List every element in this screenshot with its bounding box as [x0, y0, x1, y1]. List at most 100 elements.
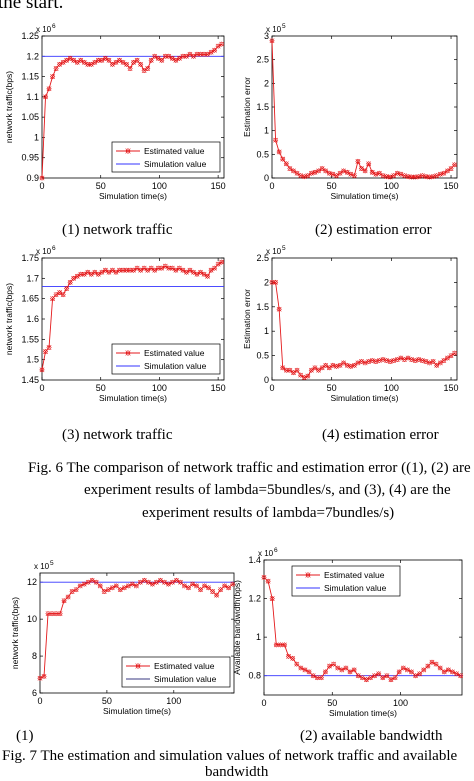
- data-point: [302, 667, 308, 673]
- y-tick-label: 0.95: [21, 153, 39, 163]
- data-point: [49, 610, 55, 617]
- x-tick-label: 50: [327, 181, 337, 191]
- data-point: [337, 170, 343, 176]
- data-point: [310, 673, 316, 679]
- x-tick-label: 100: [166, 696, 181, 706]
- data-point: [165, 581, 172, 587]
- data-point: [148, 57, 154, 63]
- data-point: [366, 161, 372, 167]
- data-point: [298, 665, 304, 671]
- y-tick-label: 1.4: [248, 555, 261, 565]
- data-point: [189, 581, 196, 587]
- data-point: [197, 51, 204, 57]
- data-point: [433, 661, 439, 667]
- y-tick-label: 1.5: [26, 355, 39, 365]
- fig6-caption-line-2: experiment results of lambda=5bundles/s,…: [84, 482, 451, 498]
- plot-frame: [271, 35, 458, 179]
- data-point: [64, 285, 70, 292]
- data-point: [205, 585, 212, 591]
- data-point: [272, 279, 279, 286]
- data-point: [412, 673, 419, 679]
- x-axis-label: Simulation time(s): [103, 706, 171, 716]
- data-point: [408, 669, 415, 675]
- data-point: [449, 669, 456, 675]
- fig6-caption-line-3: experiment results of lambda=7bundles/s): [142, 505, 395, 521]
- subcaption-2: (2) estimation error: [315, 222, 432, 238]
- data-point: [149, 581, 156, 587]
- data-point: [280, 365, 286, 371]
- data-point: [359, 675, 365, 681]
- data-point: [217, 586, 224, 593]
- data-point: [49, 73, 56, 80]
- x-tick-label: 100: [384, 181, 399, 191]
- data-point: [41, 673, 47, 680]
- data-point: [39, 367, 45, 373]
- data-point: [283, 367, 289, 373]
- data-point: [123, 267, 130, 273]
- data-point: [85, 61, 91, 68]
- fig7-caption-line-1: Fig. 7 The estimation and simulation val…: [2, 748, 458, 764]
- y-tick-label: 0.9: [26, 173, 39, 183]
- data-point: [326, 663, 333, 669]
- data-point: [57, 610, 63, 617]
- data-point: [67, 279, 73, 286]
- x-tick-label: 50: [327, 383, 337, 393]
- data-point: [376, 170, 383, 176]
- y-tick-label: 0: [264, 375, 269, 385]
- data-point: [367, 675, 374, 681]
- data-point: [391, 173, 397, 179]
- data-point: [273, 642, 279, 648]
- data-point: [280, 156, 286, 162]
- data-point: [201, 583, 208, 589]
- data-point: [294, 367, 300, 373]
- y-axis-label: Estimation error: [242, 289, 252, 349]
- data-point: [351, 173, 357, 179]
- data-point: [421, 667, 427, 673]
- data-point: [137, 579, 143, 585]
- data-point: [265, 578, 271, 584]
- data-point: [134, 57, 140, 63]
- y-tick-label: 1: [34, 132, 39, 142]
- data-point: [315, 168, 322, 174]
- x-tick-label: 100: [152, 181, 167, 191]
- y-tick-label: 1.45: [21, 375, 39, 385]
- data-point: [396, 669, 402, 675]
- subcaption-1: (1) network traffic: [62, 222, 173, 238]
- data-point: [272, 137, 279, 143]
- x-tick-label: 0: [269, 181, 274, 191]
- data-point: [380, 173, 386, 179]
- axis-exponent: x 10: [36, 247, 52, 256]
- data-point: [42, 348, 49, 355]
- x-tick-label: 150: [211, 181, 226, 191]
- data-point: [105, 586, 111, 593]
- data-point: [97, 583, 103, 589]
- y-tick-label: 1.5: [256, 302, 269, 312]
- data-point: [157, 577, 164, 584]
- x-tick-label: 0: [39, 383, 44, 393]
- data-point: [441, 669, 447, 675]
- legend-simulation-label: Simulation value: [144, 159, 207, 169]
- data-point: [314, 675, 320, 681]
- data-point: [287, 165, 293, 172]
- data-point: [290, 168, 297, 174]
- data-point: [201, 51, 207, 57]
- y-tick-label: 3: [264, 31, 269, 41]
- x-axis-label: Simulation time(s): [99, 393, 167, 403]
- y-tick-label: 1.1: [26, 92, 39, 102]
- x-tick-label: 50: [327, 698, 337, 708]
- axis-exponent-power: 6: [52, 245, 56, 252]
- data-point: [355, 158, 361, 165]
- y-tick-label: 1: [264, 126, 269, 136]
- data-point: [73, 586, 79, 593]
- data-point: [322, 669, 329, 675]
- y-tick-label: 0.5: [256, 149, 269, 159]
- data-point: [326, 170, 332, 176]
- data-point: [319, 165, 325, 172]
- legend-estimated-label: Estimated value: [324, 570, 385, 580]
- data-point: [211, 265, 218, 271]
- y-tick-label: 12: [27, 577, 37, 587]
- subcaption-4: (4) estimation error: [322, 427, 439, 443]
- data-point: [283, 161, 289, 167]
- data-point: [371, 673, 378, 679]
